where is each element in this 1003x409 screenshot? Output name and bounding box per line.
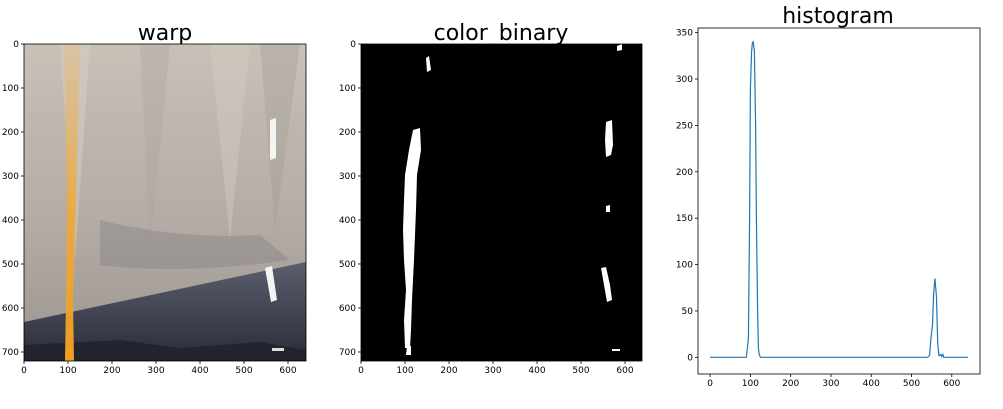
binary-y-tick-label: 0 <box>350 40 356 50</box>
histogram-x-tick-label: 100 <box>742 379 759 389</box>
histogram-x-tick-label: 500 <box>903 379 920 389</box>
warp-y-tick-label: 500 <box>2 260 19 270</box>
warp-x-axis: 0 100 200 300 400 500 600 <box>21 361 297 376</box>
warp-x-tick-label: 100 <box>59 366 76 376</box>
warp-x-tick-label: 500 <box>235 366 252 376</box>
warp-y-tick-label: 600 <box>2 304 19 314</box>
histogram-y-tick-label: 50 <box>682 307 694 317</box>
warp-title: warp <box>138 21 192 46</box>
histogram-x-tick-label: 600 <box>943 379 960 389</box>
binary-x-tick-label: 600 <box>616 366 633 376</box>
binary-x-tick-label: 300 <box>484 366 501 376</box>
warp-x-tick-label: 200 <box>103 366 120 376</box>
histogram-y-tick-label: 300 <box>676 75 693 85</box>
histogram-x-tick-label: 300 <box>822 379 839 389</box>
warp-x-tick-label: 600 <box>279 366 296 376</box>
histogram-series-line <box>710 40 968 358</box>
binary-title: color_binary <box>434 21 569 46</box>
histogram-y-tick-label: 100 <box>676 261 693 271</box>
binary-y-tick-label: 300 <box>339 172 356 182</box>
binary-x-tick-label: 0 <box>358 366 364 376</box>
binary-y-tick-label: 100 <box>339 84 356 94</box>
binary-x-axis: 0 100 200 300 400 500 600 <box>358 361 634 376</box>
warp-y-tick-label: 400 <box>2 216 19 226</box>
histogram-x-axis: 0 100 200 300 400 500 600 <box>707 374 961 389</box>
warp-y-tick-label: 200 <box>2 128 19 138</box>
histogram-y-tick-label: 150 <box>676 214 693 224</box>
binary-y-tick-label: 500 <box>339 260 356 270</box>
histogram-x-tick-label: 200 <box>782 379 799 389</box>
binary-y-tick-label: 600 <box>339 304 356 314</box>
histogram-y-tick-label: 0 <box>687 353 693 363</box>
warp-y-tick-label: 0 <box>13 40 19 50</box>
warp-x-tick-label: 400 <box>191 366 208 376</box>
binary-x-tick-label: 200 <box>440 366 457 376</box>
binary-panel: color_binary 0 100 200 <box>339 21 643 376</box>
warp-x-tick-label: 0 <box>21 366 27 376</box>
binary-y-axis: 0 100 200 300 400 500 600 700 <box>339 40 361 358</box>
binary-y-tick-label: 700 <box>339 348 356 358</box>
warp-x-tick-label: 300 <box>147 366 164 376</box>
histogram-panel: histogram 0 100 200 300 400 500 600 0 50 100 150 2… <box>676 4 981 389</box>
histogram-x-tick-label: 0 <box>707 379 713 389</box>
binary-y-tick-label: 200 <box>339 128 356 138</box>
warp-y-tick-label: 300 <box>2 172 19 182</box>
histogram-x-tick-label: 400 <box>863 379 880 389</box>
histogram-y-axis: 0 50 100 150 200 250 300 350 <box>676 29 698 363</box>
binary-x-tick-label: 500 <box>572 366 589 376</box>
histogram-y-tick-label: 200 <box>676 168 693 178</box>
histogram-y-tick-label: 350 <box>676 29 693 39</box>
binary-x-tick-label: 400 <box>528 366 545 376</box>
binary-y-tick-label: 400 <box>339 216 356 226</box>
histogram-title: histogram <box>782 4 894 29</box>
warp-image <box>24 44 306 361</box>
warp-panel: warp <box>2 21 307 376</box>
warp-y-axis: 0 100 200 300 400 500 600 700 <box>2 40 24 358</box>
binary-image <box>361 44 642 361</box>
binary-x-tick-label: 100 <box>396 366 413 376</box>
warp-y-tick-label: 100 <box>2 84 19 94</box>
histogram-y-tick-label: 250 <box>676 121 693 131</box>
warp-y-tick-label: 700 <box>2 348 19 358</box>
